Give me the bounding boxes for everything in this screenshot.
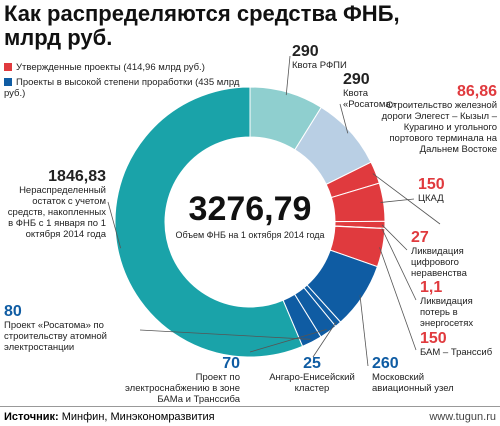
source-text: Минфин, Минэкономразвития: [61, 411, 215, 423]
segment-label: 290 Квота РФПИ: [292, 43, 372, 71]
footer: Источник: Минфин, Минэкономразвития www.…: [0, 406, 500, 426]
leader-line: [312, 321, 337, 358]
legend-swatch: [4, 78, 12, 86]
category-label: Проект «Росатома» по строительству атомн…: [4, 320, 107, 353]
category-label: Проект по электроснабжению в зоне БАМа и…: [125, 372, 240, 405]
leader-line: [107, 201, 122, 249]
category-label: Ликвидация потерь в энергосетях: [420, 296, 474, 329]
title: Как распределяются средства ФНБ, млрд ру…: [4, 1, 400, 50]
segment-label: 70 Проект по электроснабжению в зоне БАМа…: [110, 355, 240, 405]
segment-label: 150 БАМ – Транссиб: [420, 330, 498, 358]
value-label: 1846,83: [48, 168, 106, 185]
value-label: 290: [292, 43, 319, 60]
leader-line: [139, 329, 311, 340]
value-label: 150: [420, 330, 447, 347]
leader-line: [380, 198, 415, 203]
category-label: Строительство железной дороги Элегест – …: [381, 100, 497, 155]
category-label: Нераспределенный остаток с учетом средст…: [7, 185, 106, 240]
category-label: Ликвидация цифрового неравенства: [411, 246, 467, 279]
value-label: 80: [4, 303, 22, 320]
source: Источник: Минфин, Минэкономразвития: [4, 411, 215, 423]
segment-label: 260 Московский авиационный узел: [372, 355, 472, 394]
leader-line: [339, 103, 349, 134]
value-label: 70: [222, 355, 240, 372]
leader-line: [249, 329, 327, 353]
segment-label: 27 Ликвидация цифрового неравенства: [411, 229, 499, 279]
segment-label: 25 Ангаро-Енисейский кластер: [262, 355, 362, 394]
site: www.tugun.ru: [429, 411, 496, 423]
legend-text: Утвержденные проекты (414,96 млрд руб.): [16, 62, 205, 73]
leader-line: [381, 224, 408, 251]
value-label: 25: [303, 355, 321, 372]
segment-label: 80 Проект «Росатома» по строительству ато…: [4, 303, 124, 353]
value-label: 27: [411, 229, 429, 246]
value-label: 1,1: [420, 279, 443, 296]
segment-label: 1,1 Ликвидация потерь в энергосетях: [420, 279, 498, 329]
category-label: ЦКАД: [418, 193, 444, 204]
leader-line: [381, 228, 417, 301]
center-value: 3276,79: [188, 190, 312, 228]
category-label: Ангаро-Енисейский кластер: [269, 372, 355, 394]
leader-line: [379, 247, 417, 351]
segment-label: 86,86 Строительство железной дороги Элеге…: [380, 83, 497, 155]
donut-segment: [114, 86, 304, 358]
category-label: БАМ – Транссиб: [420, 347, 493, 358]
legend-swatch: [4, 63, 12, 71]
segment-label: 150 ЦКАД: [418, 176, 498, 204]
leader-line: [372, 173, 441, 225]
category-label: Квота «Росатома»: [343, 88, 396, 110]
value-label: 150: [418, 176, 445, 193]
segment-label: 290 Квота «Росатома»: [343, 71, 413, 110]
category-label: Московский авиационный узел: [372, 372, 454, 394]
value-label: 86,86: [456, 83, 497, 100]
legend-item: Проекты в высокой степени проработки (43…: [4, 77, 244, 99]
legend-text: Проекты в высокой степени проработки (43…: [4, 77, 240, 99]
source-label: Источник:: [4, 411, 59, 423]
center-label: Объем ФНБ на 1 октября 2014 года: [175, 230, 325, 240]
segment-label: 1846,83 Нераспределенный остаток с учетом…: [2, 168, 106, 240]
category-label: Квота РФПИ: [292, 60, 347, 71]
leader-line: [359, 294, 369, 367]
legend-item: Утвержденные проекты (414,96 млрд руб.): [4, 62, 244, 73]
value-label: 290: [343, 71, 370, 88]
leader-line: [285, 55, 291, 96]
value-label: 260: [372, 355, 399, 372]
